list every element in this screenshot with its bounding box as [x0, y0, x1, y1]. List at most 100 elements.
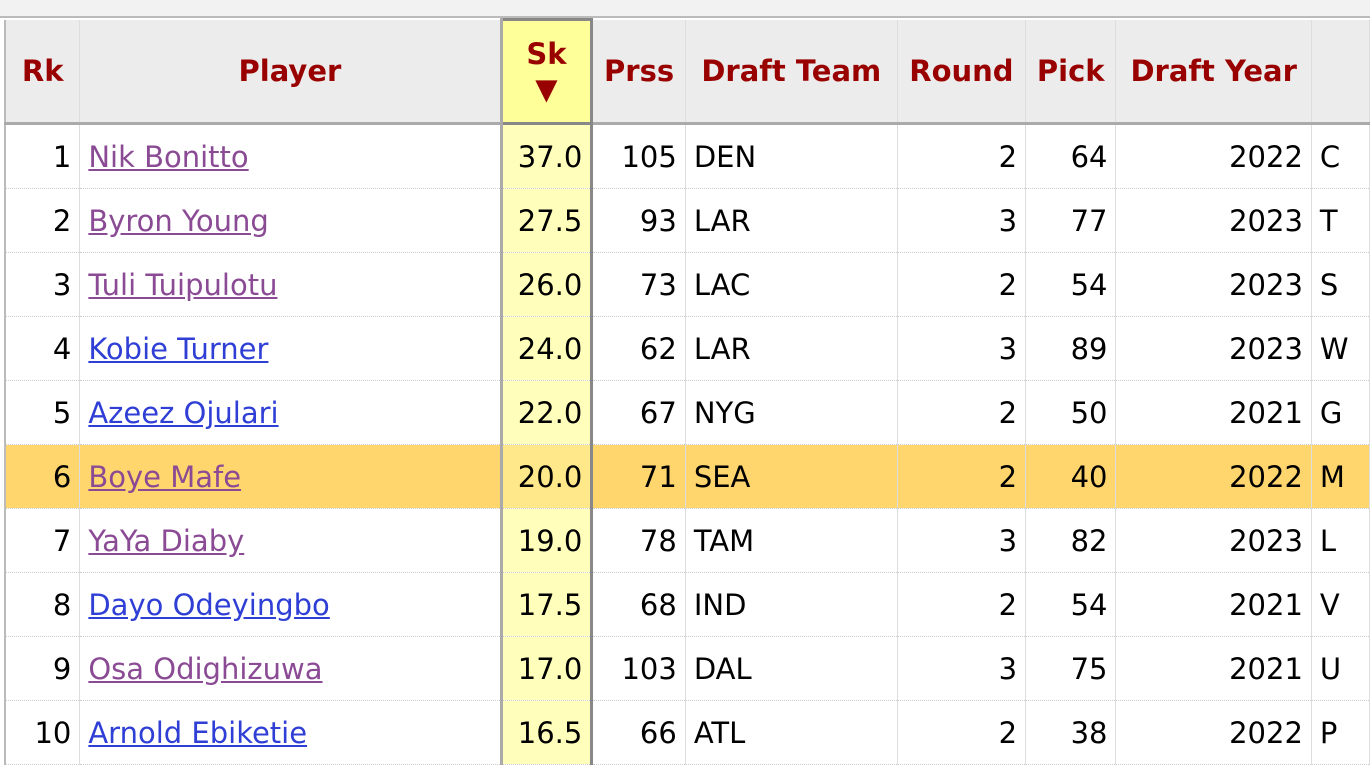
cell: 62	[591, 316, 686, 381]
cell: LAC	[685, 252, 898, 317]
cell: 93	[591, 188, 686, 253]
cell: ATL	[685, 700, 898, 765]
cell: 54	[1025, 252, 1117, 317]
cell: 2023	[1115, 252, 1312, 317]
cell: LAR	[685, 188, 898, 253]
player-cell: YaYa Diaby	[79, 508, 503, 573]
player-cell: Osa Odighizuwa	[79, 636, 503, 701]
column-header[interactable]: Round	[897, 19, 1027, 125]
header-row: Rk Player Sk ▼ Prss Draft Team Round Pick Draft …	[5, 18, 1370, 125]
column-header[interactable]: Draft Year	[1115, 19, 1312, 125]
cell: 2	[897, 252, 1027, 317]
cell: 68	[591, 572, 686, 637]
player-link[interactable]: Boye Mafe	[88, 459, 242, 494]
cell: 67	[591, 380, 686, 445]
column-header[interactable]: Pick	[1025, 19, 1117, 125]
cell: 2021	[1115, 636, 1312, 701]
player-link[interactable]: Osa Odighizuwa	[88, 651, 323, 686]
player-link[interactable]: Dayo Odeyingbo	[88, 587, 330, 622]
cell: 22.0	[499, 380, 594, 445]
cell: C	[1311, 123, 1370, 189]
player-link[interactable]: Tuli Tuipulotu	[88, 267, 278, 302]
cell: 3	[897, 636, 1027, 701]
cell: NYG	[685, 380, 898, 445]
table-row: 8 Dayo Odeyingbo 17.5 68 IND 2 54 2021 V	[5, 572, 1370, 637]
cell: 26.0	[499, 252, 594, 317]
cell: 78	[591, 508, 686, 573]
cell: V	[1311, 572, 1370, 637]
column-header	[1311, 19, 1370, 125]
table-row: 2 Byron Young 27.5 93 LAR 3 77 2023 T	[5, 188, 1370, 253]
player-cell: Boye Mafe	[79, 444, 503, 509]
cell: 71	[591, 444, 686, 509]
cell: 2	[5, 188, 81, 253]
header-label: Sk	[526, 36, 567, 71]
cell: 105	[591, 123, 686, 189]
cell: 6	[5, 444, 81, 509]
cell: P	[1311, 700, 1370, 765]
cell: IND	[685, 572, 898, 637]
column-header[interactable]: Sk ▼	[499, 18, 594, 125]
stats-table: Rk Player Sk ▼ Prss Draft Team Round Pick Draft …	[4, 18, 1370, 765]
table-row: 7 YaYa Diaby 19.0 78 TAM 3 82 2023 L	[5, 508, 1370, 573]
player-link[interactable]: Byron Young	[88, 203, 269, 238]
cell: 2022	[1115, 444, 1312, 509]
cell: L	[1311, 508, 1370, 573]
cell: 5	[5, 380, 81, 445]
cell: LAR	[685, 316, 898, 381]
column-header[interactable]: Prss	[591, 19, 686, 125]
cell: 27.5	[499, 188, 594, 253]
cell: 75	[1025, 636, 1117, 701]
cell: 77	[1025, 188, 1117, 253]
cell: 9	[5, 636, 81, 701]
table-row: 10 Arnold Ebiketie 16.5 66 ATL 2 38 2022 P	[5, 700, 1370, 765]
cell: 2	[897, 700, 1027, 765]
player-cell: Dayo Odeyingbo	[79, 572, 503, 637]
table-row: 5 Azeez Ojulari 22.0 67 NYG 2 50 2021 G	[5, 380, 1370, 445]
cell: 24.0	[499, 316, 594, 381]
cell: 8	[5, 572, 81, 637]
cell: 66	[591, 700, 686, 765]
cell: 19.0	[499, 508, 594, 573]
cell: S	[1311, 252, 1370, 317]
cell: M	[1311, 444, 1370, 509]
cell: 3	[897, 508, 1027, 573]
cell: 2	[897, 444, 1027, 509]
table-body: 1 Nik Bonitto 37.0 105 DEN 2 64 2022 C 2 Byron You…	[5, 123, 1370, 765]
cell: SEA	[685, 444, 898, 509]
cell: T	[1311, 188, 1370, 253]
top-bar	[0, 0, 1370, 18]
player-link[interactable]: Arnold Ebiketie	[88, 715, 308, 750]
cell: 1	[5, 123, 81, 189]
cell: 2	[897, 123, 1027, 189]
column-header[interactable]: Player	[79, 19, 503, 125]
cell: 40	[1025, 444, 1117, 509]
cell: 3	[897, 316, 1027, 381]
player-cell: Byron Young	[79, 188, 503, 253]
column-header[interactable]: Rk	[5, 19, 81, 125]
cell: 17.5	[499, 572, 594, 637]
cell: 89	[1025, 316, 1117, 381]
cell: 82	[1025, 508, 1117, 573]
player-link[interactable]: YaYa Diaby	[88, 523, 245, 558]
cell: U	[1311, 636, 1370, 701]
cell: 17.0	[499, 636, 594, 701]
column-header[interactable]: Draft Team	[685, 19, 898, 125]
cell: 64	[1025, 123, 1117, 189]
cell: 2	[897, 380, 1027, 445]
player-link[interactable]: Nik Bonitto	[88, 139, 249, 174]
cell: 10	[5, 700, 81, 765]
cell: 103	[591, 636, 686, 701]
cell: 38	[1025, 700, 1117, 765]
cell: W	[1311, 316, 1370, 381]
player-link[interactable]: Kobie Turner	[88, 331, 269, 366]
player-link[interactable]: Azeez Ojulari	[88, 395, 279, 430]
cell: 2022	[1115, 123, 1312, 189]
cell: 37.0	[499, 123, 594, 189]
player-cell: Kobie Turner	[79, 316, 503, 381]
cell: 2023	[1115, 188, 1312, 253]
player-cell: Nik Bonitto	[79, 123, 503, 189]
cell: 2022	[1115, 700, 1312, 765]
table-row: 4 Kobie Turner 24.0 62 LAR 3 89 2023 W	[5, 316, 1370, 381]
